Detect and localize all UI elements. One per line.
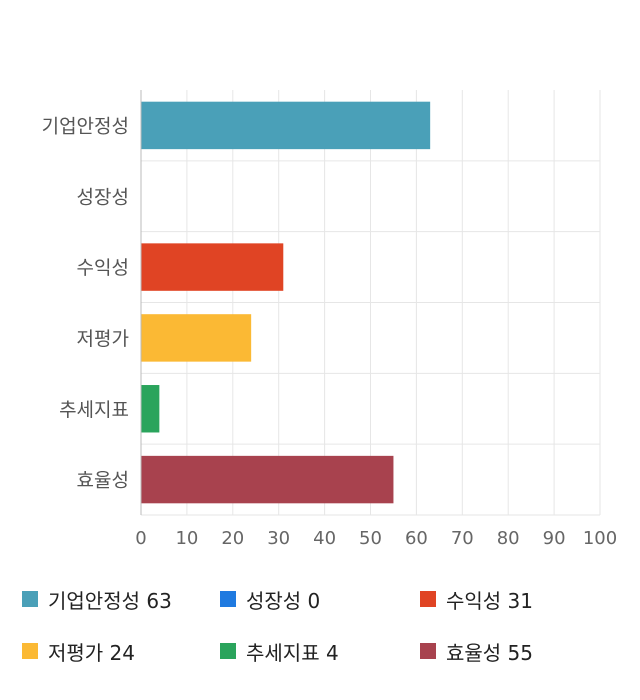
y-category-label: 효율성	[77, 470, 129, 492]
chart-legend: 기업안정성 63 성장성 0 수익성 31 저평가 24 추세지표 4 효율성 …	[0, 578, 640, 688]
legend-item-growth: 성장성 0	[220, 584, 320, 614]
legend-swatch-growth	[220, 591, 236, 607]
x-tick-label: 10	[175, 528, 198, 549]
bar-0	[141, 101, 431, 150]
legend-item-profitability: 수익성 31	[420, 584, 533, 614]
bar-4	[141, 385, 160, 433]
x-tick-label: 30	[267, 528, 290, 549]
x-tick-label: 0	[135, 528, 146, 549]
x-tick-label: 60	[405, 528, 428, 549]
y-category-label: 수익성	[77, 257, 129, 279]
x-tick-label: 50	[359, 528, 382, 549]
y-category-label: 기업안정성	[42, 115, 129, 137]
y-category-label: 저평가	[77, 328, 129, 350]
y-category-label: 성장성	[77, 186, 129, 208]
legend-item-efficiency: 효율성 55	[420, 636, 533, 666]
bar-3	[141, 314, 252, 362]
legend-label-stability: 기업안정성 63	[48, 588, 172, 613]
legend-label-profitability: 수익성 31	[446, 588, 534, 613]
x-tick-label: 80	[497, 528, 520, 549]
bar-chart: 0 10 20 30 40 50 60 70 80 90 100 기업안정성성장성수익성저평가추세지표…	[42, 90, 617, 549]
legend-swatch-trend	[220, 643, 236, 659]
legend-label-trend: 추세지표 4	[246, 640, 339, 665]
legend-label-efficiency: 효율성 55	[446, 640, 534, 665]
legend-swatch-undervaluation	[22, 643, 38, 659]
x-tick-label: 20	[221, 528, 244, 549]
bar-2	[141, 243, 284, 291]
bar-5	[141, 455, 394, 504]
x-tick-label: 40	[313, 528, 336, 549]
legend-item-stability: 기업안정성 63	[22, 584, 172, 614]
legend-swatch-profitability	[420, 591, 436, 607]
legend-swatch-stability	[22, 591, 38, 607]
y-category-label: 추세지표	[59, 399, 129, 421]
legend-label-undervaluation: 저평가 24	[48, 640, 136, 665]
legend-label-growth: 성장성 0	[246, 588, 321, 613]
x-tick-label: 70	[451, 528, 474, 549]
legend-swatch-efficiency	[420, 643, 436, 659]
x-tick-label: 100	[583, 528, 617, 549]
legend-item-undervaluation: 저평가 24	[22, 636, 135, 666]
x-tick-label: 90	[543, 528, 566, 549]
legend-item-trend: 추세지표 4	[220, 636, 339, 666]
